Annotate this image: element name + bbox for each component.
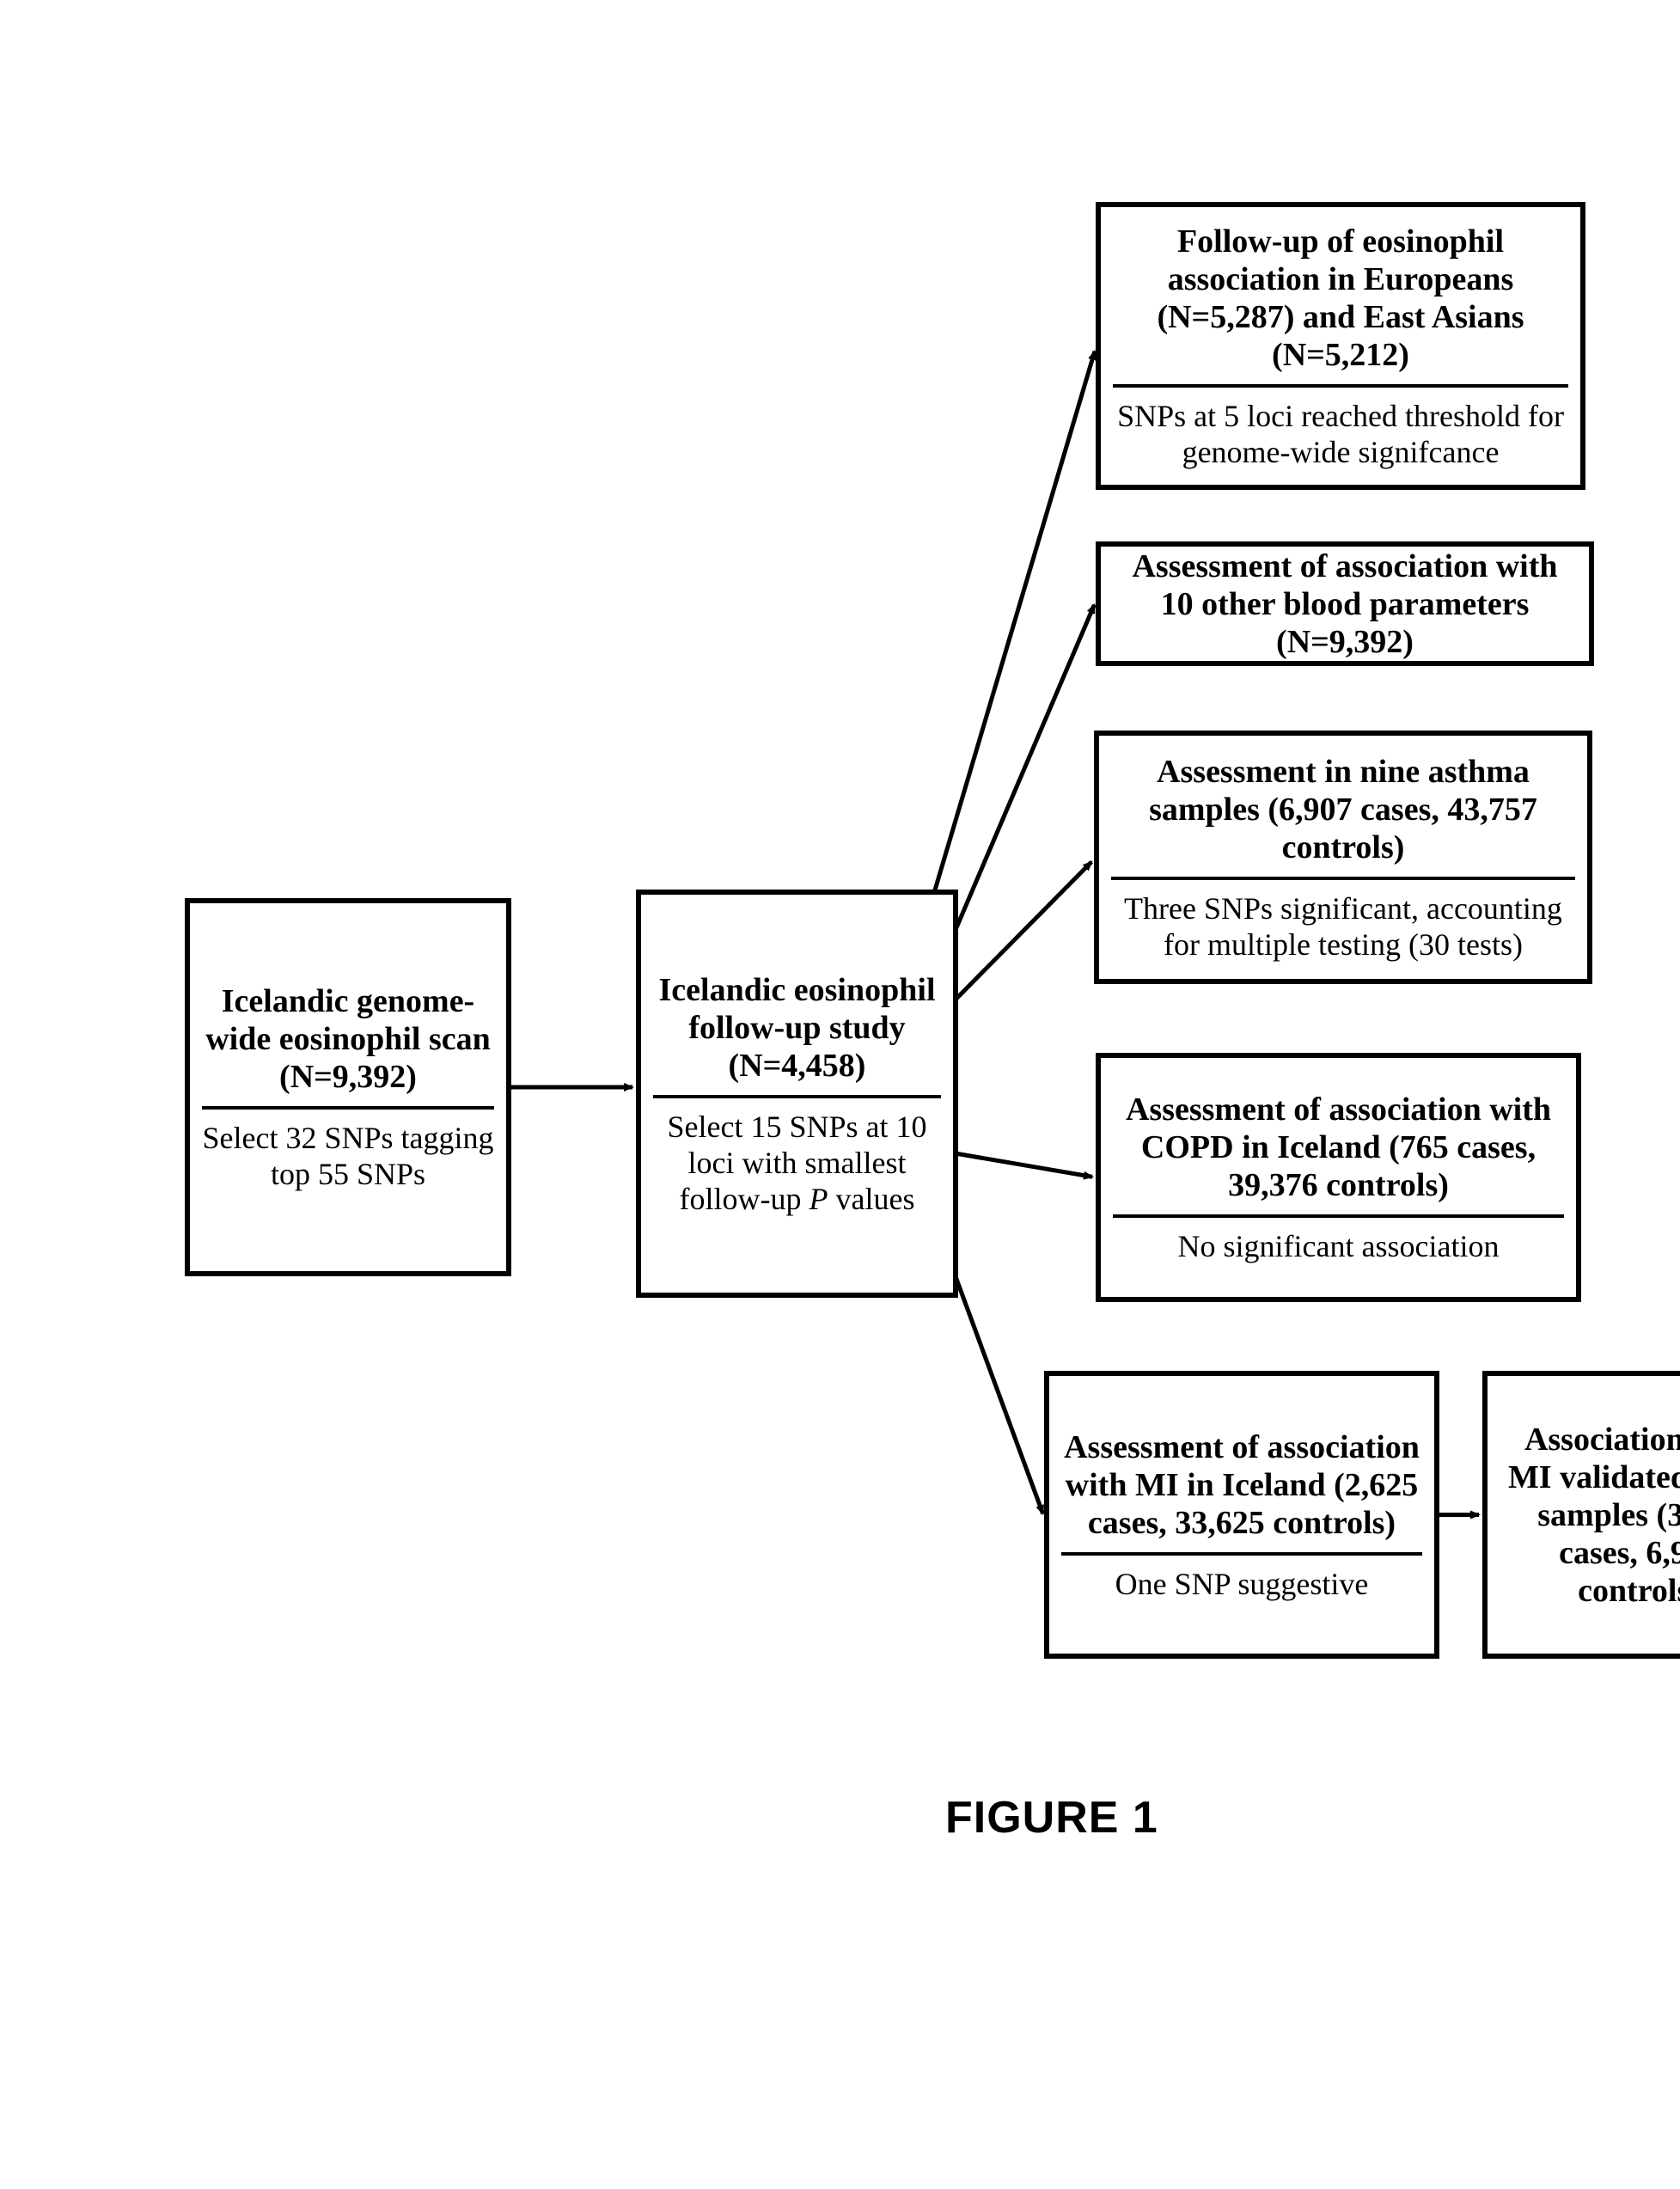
node-europeans-asians-sub: SNPs at 5 loci reached threshold for gen… (1113, 398, 1568, 470)
separator (1113, 384, 1568, 388)
node-mi-validated: Association with MI validated in six sam… (1482, 1371, 1680, 1659)
node-mi-validated-title: Association with MI validated in six sam… (1500, 1421, 1680, 1610)
separator (202, 1106, 494, 1110)
node-asthma-title: Assessment in nine asthma samples (6,907… (1111, 753, 1575, 866)
node-asthma: Assessment in nine asthma samples (6,907… (1094, 731, 1592, 984)
node-followup-study-title: Icelandic eosinophil follow-up study (N=… (653, 971, 941, 1085)
separator (1061, 1552, 1422, 1556)
node-mi-iceland: Assessment of association with MI in Ice… (1044, 1371, 1439, 1659)
node-asthma-sub: Three SNPs significant, accounting for m… (1111, 890, 1575, 963)
node-mi-iceland-title: Assessment of association with MI in Ice… (1061, 1428, 1422, 1542)
figure-label: FIGURE 1 (945, 1792, 1158, 1844)
separator (1113, 1214, 1564, 1218)
node-genome-scan-sub: Select 32 SNPs tagging top 55 SNPs (202, 1120, 494, 1192)
node-followup-study-sub: Select 15 SNPs at 10 loci with smallest … (653, 1109, 941, 1217)
node-mi-iceland-sub: One SNP suggestive (1115, 1566, 1369, 1602)
node-europeans-asians-title: Follow-up of eosinophil association in E… (1113, 223, 1568, 374)
node-genome-scan: Icelandic genome-wide eosinophil scan (N… (185, 898, 511, 1276)
node-copd-sub: No significant association (1178, 1228, 1500, 1264)
node-followup-study: Icelandic eosinophil follow-up study (N=… (636, 890, 958, 1298)
node-blood-params: Assessment of association with 10 other … (1096, 541, 1594, 666)
diagram-page: Icelandic genome-wide eosinophil scan (N… (0, 0, 1680, 2189)
separator (653, 1095, 941, 1098)
node-europeans-asians: Follow-up of eosinophil association in E… (1096, 202, 1585, 490)
separator (1111, 877, 1575, 880)
node-genome-scan-title: Icelandic genome-wide eosinophil scan (N… (202, 982, 494, 1096)
node-blood-params-title: Assessment of association with 10 other … (1113, 547, 1577, 661)
node-copd: Assessment of association with COPD in I… (1096, 1053, 1581, 1302)
node-copd-title: Assessment of association with COPD in I… (1113, 1091, 1564, 1204)
